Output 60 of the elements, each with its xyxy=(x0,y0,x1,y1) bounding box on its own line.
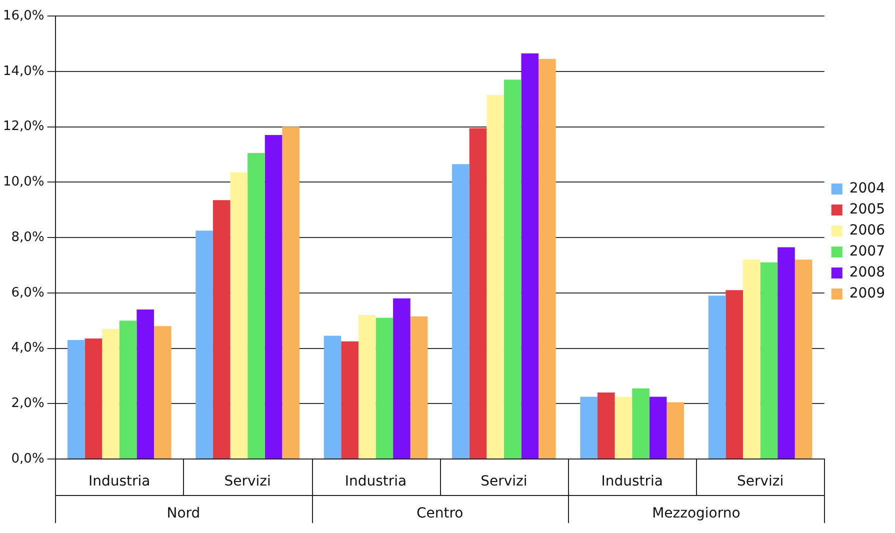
text: Mezzogiorno xyxy=(652,506,740,522)
x-tick-label: Industria xyxy=(601,474,663,490)
bar xyxy=(102,328,120,458)
y-tick-label: 14,0% xyxy=(2,64,44,79)
legend-label: 2006 xyxy=(849,222,886,239)
legend-label: 2004 xyxy=(849,180,886,197)
y-tick-label: 0,0% xyxy=(11,451,44,466)
bar xyxy=(136,309,154,458)
bar xyxy=(84,338,102,458)
x-tick-label: Servizi xyxy=(736,474,784,490)
bar xyxy=(212,200,230,458)
bar xyxy=(469,128,487,458)
bar xyxy=(760,262,778,458)
text: Nord xyxy=(166,506,200,522)
bar xyxy=(521,53,539,458)
bar xyxy=(794,260,812,458)
bar xyxy=(452,164,470,458)
bar xyxy=(726,290,743,458)
bar xyxy=(632,388,650,458)
legend-label: 2005 xyxy=(849,202,886,218)
y-tick-label: 12,0% xyxy=(2,119,44,134)
bar xyxy=(486,94,504,458)
x-tick-label: Servizi xyxy=(480,474,528,490)
bar xyxy=(393,298,410,458)
bar xyxy=(742,260,760,458)
bar xyxy=(230,172,248,458)
bar xyxy=(538,58,556,458)
bar xyxy=(67,340,85,458)
bar xyxy=(376,318,394,458)
bar xyxy=(666,402,684,458)
x-tick-label: Industria xyxy=(344,474,407,490)
x-tick-label: Servizi xyxy=(224,474,271,490)
bar xyxy=(154,326,172,458)
x-tick-label: Industria xyxy=(88,474,150,490)
text: Centro xyxy=(416,506,464,522)
bar xyxy=(248,153,265,458)
y-tick-label: 6,0% xyxy=(11,285,44,300)
bar xyxy=(341,341,358,458)
bar xyxy=(410,316,428,458)
y-tick-label: 8,0% xyxy=(11,230,44,245)
bar xyxy=(264,135,282,458)
bar xyxy=(778,247,795,458)
bar xyxy=(504,80,522,458)
bar xyxy=(580,396,598,458)
bar xyxy=(324,336,342,458)
bar xyxy=(614,396,632,458)
y-tick-label: 4,0% xyxy=(11,340,44,356)
bar xyxy=(358,315,376,458)
bar xyxy=(597,392,615,458)
bar xyxy=(282,126,300,458)
y-tick-label: 16,0% xyxy=(2,8,44,24)
legend-label: 2008 xyxy=(849,264,886,281)
bar xyxy=(119,320,137,458)
legend-label: 2007 xyxy=(849,244,886,260)
bar xyxy=(708,296,726,458)
bar xyxy=(649,396,667,458)
bar xyxy=(196,230,213,458)
y-tick-label: 2,0% xyxy=(11,396,44,411)
y-tick-label: 10,0% xyxy=(2,174,44,190)
legend-label: 2009 xyxy=(849,286,886,302)
